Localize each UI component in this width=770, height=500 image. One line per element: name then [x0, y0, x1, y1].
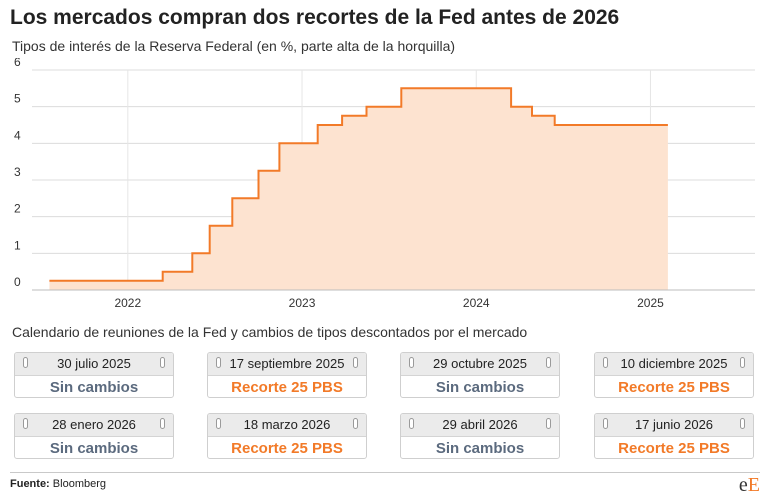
calendar-ring-icon: [546, 418, 551, 429]
meeting-outcome: Sin cambios: [435, 440, 525, 457]
meeting-card: 29 octubre 2025 Sin cambios: [400, 352, 560, 398]
rate-line: [49, 87, 668, 282]
meeting-date: 17 junio 2026: [634, 417, 714, 432]
meeting-card: 30 julio 2025 Sin cambios: [14, 352, 174, 398]
x-tick-label: 2023: [289, 296, 316, 310]
meeting-card: 17 junio 2026 Recorte 25 PBS: [594, 413, 754, 459]
meeting-date-header: 30 julio 2025: [15, 353, 173, 376]
chart-subtitle: Tipos de interés de la Reserva Federal (…: [12, 38, 456, 54]
meeting-date-header: 28 enero 2026: [15, 414, 173, 437]
meeting-date-header: 18 marzo 2026: [208, 414, 366, 437]
meeting-date: 10 diciembre 2025: [620, 356, 728, 371]
footer-divider: [10, 472, 760, 473]
meeting-outcome: Recorte 25 PBS: [231, 379, 343, 396]
logo-e: e: [738, 474, 748, 496]
calendar-ring-icon: [216, 418, 221, 429]
meeting-card: 10 diciembre 2025 Recorte 25 PBS: [594, 352, 754, 398]
meeting-outcome: Sin cambios: [435, 379, 525, 396]
meeting-outcome: Sin cambios: [49, 440, 139, 457]
meeting-date-header: 29 abril 2026: [401, 414, 559, 437]
y-tick-label: 4: [14, 128, 21, 142]
calendar-ring-icon: [23, 357, 28, 368]
calendar-ring-icon: [409, 357, 414, 368]
y-tick-label: 0: [14, 275, 21, 289]
calendar-ring-icon: [546, 357, 551, 368]
meeting-date: 29 octubre 2025: [433, 356, 527, 371]
meeting-outcome: Recorte 25 PBS: [618, 379, 730, 396]
meeting-date: 29 abril 2026: [442, 417, 518, 432]
meeting-card: 17 septiembre 2025 Recorte 25 PBS: [207, 352, 367, 398]
calendar-ring-icon: [740, 357, 745, 368]
calendar-ring-icon: [740, 418, 745, 429]
rate-chart: 0 1 2 3 4 5 6 2022 2023 2024 2025: [14, 58, 755, 310]
meeting-outcome: Sin cambios: [49, 379, 139, 396]
y-tick-label: 6: [14, 58, 21, 69]
meeting-date: 30 julio 2025: [57, 356, 131, 371]
meeting-card: 18 marzo 2026 Recorte 25 PBS: [207, 413, 367, 459]
calendar-ring-icon: [23, 418, 28, 429]
calendar-ring-icon: [353, 357, 358, 368]
meeting-date-header: 10 diciembre 2025: [595, 353, 753, 376]
meeting-outcome: Recorte 25 PBS: [618, 440, 730, 457]
calendar-ring-icon: [160, 357, 165, 368]
x-tick-label: 2022: [114, 296, 141, 310]
y-tick-label: 1: [14, 238, 21, 252]
meeting-card: 28 enero 2026 Sin cambios: [14, 413, 174, 459]
calendar-title: Calendario de reuniones de la Fed y camb…: [12, 324, 528, 340]
meeting-date-header: 29 octubre 2025: [401, 353, 559, 376]
calendar-ring-icon: [160, 418, 165, 429]
meeting-outcome: Recorte 25 PBS: [231, 440, 343, 457]
meeting-card: 29 abril 2026 Sin cambios: [400, 413, 560, 459]
source-label: Fuente:: [10, 478, 50, 490]
source-name: Bloomberg: [52, 478, 106, 490]
calendar-ring-icon: [603, 418, 608, 429]
meeting-date: 17 septiembre 2025: [229, 356, 345, 371]
y-tick-label: 3: [14, 165, 21, 179]
rate-area: [49, 88, 668, 290]
x-tick-label: 2024: [463, 296, 490, 310]
meeting-date-header: 17 septiembre 2025: [208, 353, 366, 376]
calendar-ring-icon: [603, 357, 608, 368]
meeting-date: 18 marzo 2026: [243, 417, 331, 432]
logo-E: E: [747, 474, 760, 496]
calendar-ring-icon: [409, 418, 414, 429]
source-note: Fuente: Bloomberg: [10, 478, 106, 490]
y-tick-label: 2: [14, 202, 21, 216]
x-tick-label: 2025: [637, 296, 664, 310]
publisher-logo: eE: [739, 474, 760, 497]
calendar-ring-icon: [353, 418, 358, 429]
meeting-date-header: 17 junio 2026: [595, 414, 753, 437]
meeting-date: 28 enero 2026: [52, 417, 136, 432]
y-tick-label: 5: [14, 92, 21, 106]
calendar-ring-icon: [216, 357, 221, 368]
chart-title: Los mercados compran dos recortes de la …: [10, 6, 620, 29]
